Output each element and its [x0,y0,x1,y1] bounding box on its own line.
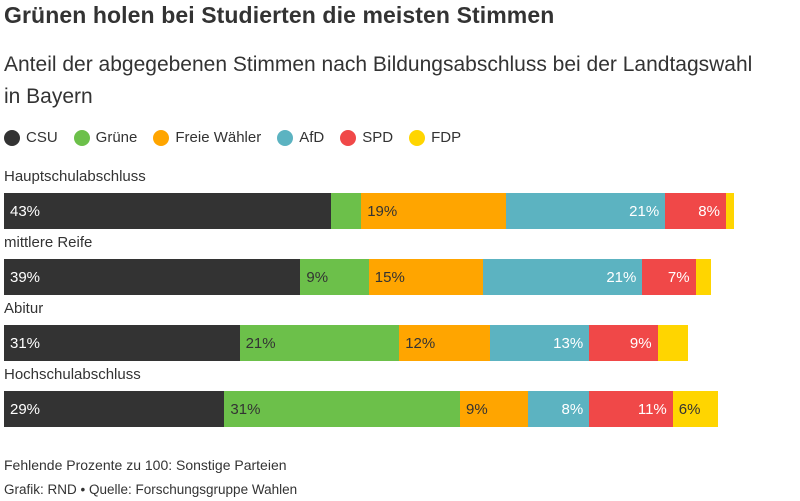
legend-swatch [409,129,426,146]
data-label: 15% [374,268,405,286]
category-label: Abitur [4,300,44,317]
category-label: Hochschulabschluss [4,366,141,383]
legend-label: CSU [26,129,58,146]
bar-segment: 15% [368,259,483,295]
bar-segment: 9% [459,391,529,427]
source-credit: Grafik: RND • Quelle: Forschungsgruppe W… [4,482,298,497]
bar-segment: 31% [4,325,240,361]
data-label: 8% [561,400,584,418]
data-label: 29% [10,400,41,418]
legend-label: Grüne [95,129,138,146]
data-label: 31% [230,400,261,418]
data-label: 12% [405,334,436,352]
data-label: 8% [698,202,720,220]
bar-segment: 39% [4,259,301,295]
data-label: 6% [678,400,701,418]
bar-segment [330,193,362,229]
bar-segment [695,259,711,295]
legend-swatch [153,129,170,146]
legend-label: AfD [299,129,325,146]
legend-item: CSU [4,129,58,146]
footnote: Fehlende Prozente zu 100: Sonstige Parte… [4,457,287,473]
bar-row: 43% 19% 21% 8% [4,193,734,229]
bar-segment: 31% [224,391,460,427]
data-label: 9% [465,400,488,418]
legend-item: Grüne [73,129,138,146]
legend-label: Freie Wähler [175,129,262,146]
bar-segment: 9% [300,259,369,295]
data-label: 39% [10,268,41,286]
data-label: 11% [637,400,667,418]
legend-swatch [73,129,90,146]
data-label: 31% [10,334,41,352]
chart-subtitle: Anteil der abgegebenen Stimmen nach Bild… [4,53,753,108]
bar-segment: 43% [4,193,331,229]
data-label: 43% [10,202,41,220]
legend-swatch [4,129,20,146]
chart-title: Grünen holen bei Studierten die meisten … [4,2,555,28]
bar-row: 39% 9% 15% 21% 7% [4,259,711,295]
data-label: 21% [606,268,637,286]
category-label: Hauptschulabschluss [4,168,146,185]
bar-row: 31% 21% 12% 13% 9% [4,325,688,361]
bar-row: 29% 31% 9% 8% 11% 6% [4,391,719,427]
category-label: mittlere Reife [4,234,93,251]
bar-segment: 8% [528,391,590,427]
data-label: 9% [629,334,652,352]
data-label: 21% [629,202,660,220]
bar-segment: 8% [665,193,726,229]
bar-segment: 21% [482,259,643,295]
bar-segment: 13% [490,325,590,361]
bar-segment [657,325,688,361]
bar-segment [725,193,734,229]
bar-segment: 7% [642,259,696,295]
legend-label: SPD [362,129,394,146]
data-label: 19% [367,202,398,220]
legend-item: SPD [340,129,393,146]
legend-item: Freie Wähler [153,129,261,146]
bar-segment: 21% [505,193,666,229]
data-label: 9% [306,268,329,286]
bar-segment: 12% [399,325,491,361]
legend-swatch [277,129,294,146]
legend-label: FDP [431,129,462,146]
bar-segment: 11% [589,391,673,427]
bar-segment: 6% [672,391,719,427]
bar-segment: 19% [361,193,506,229]
bar-segment: 29% [4,391,225,427]
bar-segment: 21% [239,325,400,361]
data-label: 13% [553,334,584,352]
chart-legend: CSU Grüne Freie Wähler AfD SPD FDP [4,129,477,146]
legend-item: AfD [277,129,324,146]
data-label: 21% [245,334,276,352]
data-label: 7% [667,268,690,286]
bar-segment: 9% [589,325,658,361]
legend-swatch [340,129,357,146]
legend-item: FDP [409,129,461,146]
